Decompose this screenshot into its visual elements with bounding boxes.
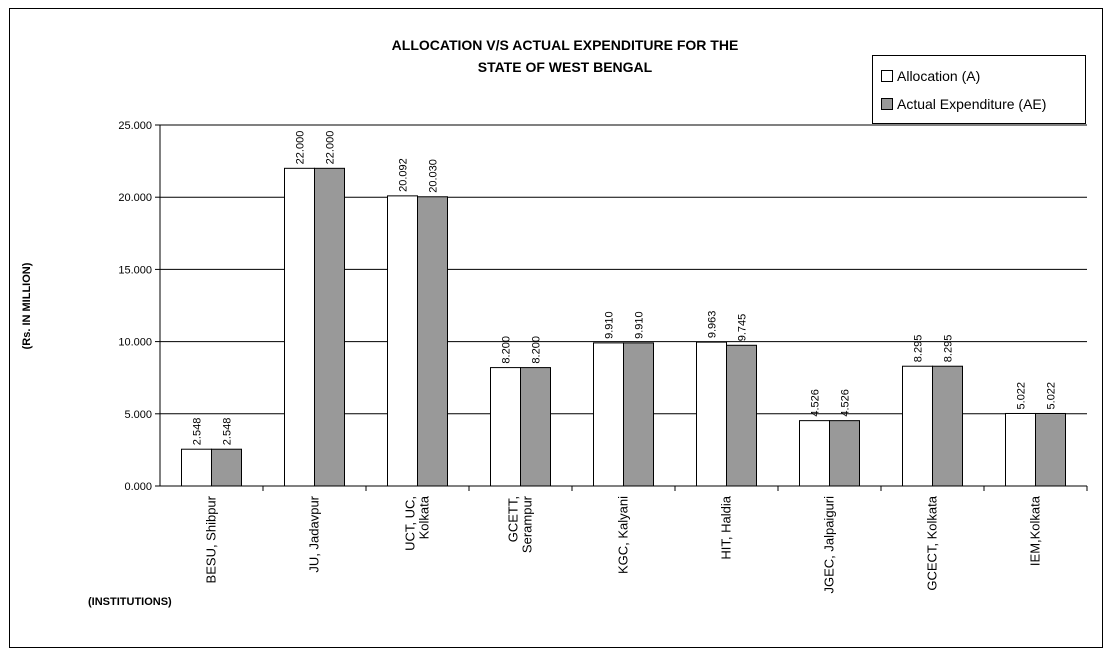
bar-allocation: [902, 365, 933, 487]
legend-label-actual-expenditure: Actual Expenditure (AE): [897, 96, 1047, 112]
bar-actual-expenditure: [623, 342, 654, 487]
y-tick-label: 15.000: [118, 264, 152, 276]
data-label: 8.295: [943, 335, 955, 363]
x-tick-label: Kolkata: [417, 495, 432, 539]
bar-actual-expenditure: [932, 365, 963, 487]
data-label: 9.910: [604, 311, 616, 339]
data-label: 5.022: [1046, 382, 1058, 410]
data-label: 4.526: [810, 389, 822, 417]
data-label: 22.000: [295, 131, 307, 165]
legend-swatch-allocation: [881, 70, 893, 83]
bar-actual-expenditure: [314, 167, 345, 487]
x-tick-label: BESU, Shibpur: [204, 495, 219, 583]
chart-title-line-1: ALLOCATION V/S ACTUAL EXPENDITURE FOR TH…: [391, 37, 739, 53]
data-label: 8.200: [531, 336, 543, 364]
bar-actual-expenditure: [726, 344, 757, 487]
legend-item-actual-expenditure: Actual Expenditure (AE): [881, 94, 1046, 114]
chart-legend: Allocation (A) Actual Expenditure (AE): [872, 55, 1086, 124]
y-tick-label: 5.000: [124, 409, 152, 421]
data-label: 8.295: [913, 335, 925, 363]
data-label: 20.030: [428, 159, 440, 193]
data-label: 9.745: [737, 314, 749, 342]
data-label: 8.200: [501, 336, 513, 364]
x-tick-label: Serampur: [520, 495, 535, 553]
bar-allocation: [1005, 412, 1036, 487]
data-label: 9.910: [634, 311, 646, 339]
x-tick-label: UCT, UC,: [403, 496, 418, 551]
x-tick-label: JGEC, Jalpaiguri: [822, 496, 837, 594]
data-label: 9.963: [707, 311, 719, 339]
bar-allocation: [799, 420, 830, 487]
bar-actual-expenditure: [1035, 412, 1066, 487]
x-tick-label: GCECT, Kolkata: [925, 495, 940, 590]
chart-title-line-2: STATE OF WEST BENGAL: [477, 59, 653, 75]
y-tick-label: 10.000: [118, 337, 152, 349]
data-label: 22.000: [325, 131, 337, 165]
data-label: 4.526: [840, 389, 852, 417]
data-label: 5.022: [1016, 382, 1028, 410]
bar-allocation: [181, 448, 212, 487]
bar-actual-expenditure: [211, 448, 242, 487]
x-tick-label: GCETT,: [506, 496, 521, 542]
y-tick-label: 0.000: [124, 481, 152, 493]
legend-item-allocation: Allocation (A): [881, 66, 980, 86]
bar-actual-expenditure: [417, 196, 448, 487]
bar-actual-expenditure: [520, 367, 551, 487]
x-tick-label: HIT, Haldia: [719, 495, 734, 559]
x-tick-label: IEM,Kolkata: [1028, 495, 1043, 566]
bar-allocation: [593, 342, 624, 487]
bar-allocation: [387, 195, 418, 487]
data-label: 2.548: [192, 418, 204, 446]
bar-allocation: [696, 341, 727, 487]
x-axis-label: (INSTITUTIONS): [88, 596, 172, 608]
x-tick-label: KGC, Kalyani: [616, 496, 631, 574]
legend-swatch-actual-expenditure: [881, 98, 893, 111]
legend-label-allocation: Allocation (A): [897, 68, 981, 84]
x-tick-label: JU, Jadavpur: [307, 495, 322, 572]
y-tick-label: 25.000: [118, 120, 152, 132]
bar-allocation: [490, 367, 521, 487]
data-label: 20.092: [398, 158, 410, 192]
bar-actual-expenditure: [829, 420, 860, 487]
data-label: 2.548: [222, 418, 234, 446]
bar-allocation: [284, 167, 315, 487]
y-tick-label: 20.000: [118, 192, 152, 204]
chart-title: ALLOCATION V/S ACTUAL EXPENDITURE FOR TH…: [255, 34, 875, 78]
